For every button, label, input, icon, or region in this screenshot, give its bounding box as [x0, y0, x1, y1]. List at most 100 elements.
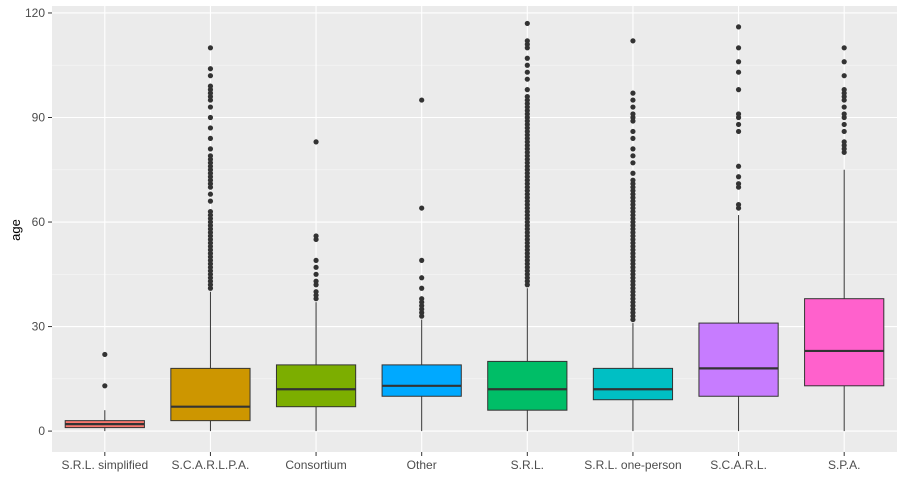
x-tick-label: Consortium — [285, 458, 346, 472]
outlier-point — [207, 191, 214, 197]
outlier-point — [841, 111, 847, 117]
outlier-point — [735, 202, 742, 208]
outlier-point — [735, 69, 742, 75]
outlier-point — [841, 45, 847, 51]
x-tick-label: S.R.L. simplified — [61, 458, 148, 472]
outlier-point — [524, 20, 530, 27]
outlier-point — [524, 62, 530, 68]
outlier-point — [207, 83, 214, 89]
outlier-point — [841, 128, 847, 135]
x-tick-label: S.C.A.R.L.P.A. — [172, 458, 250, 472]
outlier-point — [841, 104, 847, 110]
outlier-point — [841, 59, 847, 65]
outlier-point — [102, 383, 108, 389]
outlier-point — [630, 97, 636, 103]
outlier-point — [419, 205, 425, 211]
outlier-point — [419, 296, 425, 302]
outlier-point — [735, 121, 742, 128]
outlier-point — [207, 114, 214, 121]
outlier-point — [313, 233, 319, 239]
outlier-point — [313, 257, 319, 263]
outlier-point — [841, 73, 847, 79]
box-group — [275, 139, 357, 432]
outlier-point — [313, 278, 319, 284]
box-layer — [64, 20, 885, 432]
outlier-point — [630, 38, 636, 44]
box-group — [170, 45, 251, 432]
outlier-point — [524, 87, 530, 93]
x-tick-label: Other — [407, 458, 437, 472]
outlier-point — [630, 177, 636, 183]
outlier-point — [207, 66, 214, 72]
outlier-point — [207, 125, 214, 131]
outlier-point — [630, 111, 636, 117]
box-group — [698, 24, 779, 432]
outlier-point — [207, 45, 214, 51]
outlier-point — [630, 135, 636, 142]
box-iqr — [592, 367, 674, 401]
box-group — [487, 20, 568, 432]
outlier-point — [735, 59, 742, 65]
outlier-point — [735, 87, 742, 93]
outlier-point — [630, 128, 636, 135]
outlier-point — [419, 257, 425, 263]
y-tick-label: 0 — [38, 424, 45, 438]
box-iqr — [170, 367, 251, 422]
outlier-point — [419, 97, 425, 103]
outlier-point — [313, 271, 319, 277]
outlier-point — [735, 24, 742, 30]
x-axis: S.R.L. simplified S.C.A.R.L.P.A. Consortiu… — [61, 452, 860, 472]
outlier-point — [630, 160, 636, 166]
x-tick-label: S.P.A. — [828, 458, 860, 472]
y-axis: 0 30 60 90 120 — [25, 6, 52, 438]
box-group — [381, 97, 462, 432]
box-iqr — [275, 364, 357, 408]
outlier-point — [630, 146, 636, 152]
outlier-point — [630, 170, 636, 176]
outlier-point — [735, 45, 742, 51]
outlier-point — [207, 73, 214, 79]
y-tick-label: 90 — [32, 111, 46, 125]
outlier-point — [207, 146, 214, 152]
outlier-point — [313, 139, 319, 145]
outlier-point — [524, 69, 530, 75]
x-tick-label: S.R.L. — [511, 458, 544, 472]
outlier-point — [841, 139, 847, 145]
y-tick-label: 60 — [32, 215, 46, 229]
box-group — [804, 45, 885, 432]
outlier-point — [207, 208, 214, 215]
outlier-point — [524, 76, 530, 82]
outlier-point — [419, 285, 425, 291]
outlier-point — [630, 90, 636, 96]
box-group — [592, 38, 674, 432]
y-tick-label: 120 — [25, 6, 45, 20]
outlier-point — [735, 163, 742, 169]
outlier-point — [207, 135, 214, 142]
outlier-point — [419, 275, 425, 281]
outlier-point — [524, 38, 530, 44]
outlier-point — [524, 55, 530, 61]
x-tick-label: S.R.L. one-person — [584, 458, 681, 472]
outlier-point — [841, 121, 847, 128]
box-iqr — [804, 298, 885, 387]
outlier-point — [313, 264, 319, 270]
y-axis-title: age — [8, 219, 23, 241]
outlier-point — [207, 104, 214, 110]
outlier-point — [735, 181, 742, 187]
outlier-point — [630, 153, 636, 159]
outlier-point — [735, 128, 742, 135]
y-tick-label: 30 — [32, 320, 46, 334]
box-iqr — [381, 364, 462, 397]
outlier-point — [313, 289, 319, 295]
box-iqr — [487, 360, 568, 411]
outlier-point — [207, 198, 214, 204]
outlier-point — [207, 153, 214, 159]
outlier-point — [630, 104, 636, 110]
outlier-point — [735, 111, 742, 117]
outlier-point — [102, 351, 108, 358]
outlier-point — [524, 93, 530, 100]
outlier-point — [841, 87, 847, 93]
outlier-point — [735, 174, 742, 180]
x-tick-label: S.C.A.R.L. — [710, 458, 767, 472]
